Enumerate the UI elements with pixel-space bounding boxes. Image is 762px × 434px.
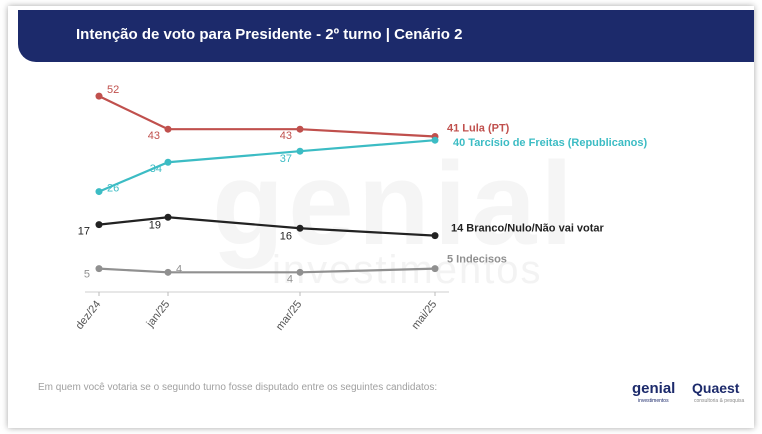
series-2-point-3 xyxy=(431,232,439,240)
quaest-logo: Quaest xyxy=(692,380,740,396)
series-3-data-label-2: 4 xyxy=(287,273,293,285)
footer-note: Em quem você votaria se o segundo turno … xyxy=(38,382,438,393)
series-1-point-0 xyxy=(95,188,103,196)
series-line-2 xyxy=(98,216,436,237)
series-3-point-0 xyxy=(95,265,103,273)
series-end-label-0: 41 Lula (PT) xyxy=(447,123,510,135)
series-3-point-1 xyxy=(164,268,172,276)
series-1-point-1 xyxy=(164,158,172,166)
x-tick-label-3: mai/25 xyxy=(410,298,440,331)
quaest-logo-tagline: consultoria & pesquisa xyxy=(694,398,745,404)
series-3-point-2 xyxy=(296,268,304,276)
genial-logo-subtitle: investimentos xyxy=(638,398,669,404)
series-0-data-label-1: 43 xyxy=(148,130,160,142)
series-2-point-0 xyxy=(95,221,103,229)
series-end-label-3: 5 Indecisos xyxy=(447,254,507,266)
series-2-point-2 xyxy=(296,224,304,232)
series-line-3 xyxy=(98,267,436,274)
x-tick-label-1: jan/25 xyxy=(144,298,173,330)
series-end-label-1: 40 Tarcísio de Freitas (Republicanos) xyxy=(453,137,648,149)
series-1-data-label-2: 37 xyxy=(280,153,292,165)
series-1-point-2 xyxy=(296,147,304,155)
x-tick-label-2: mar/25 xyxy=(274,298,305,332)
line-chart: dez/24 jan/25 mar/25 mai/25 52 43 43 41 Lula (P… xyxy=(74,84,648,333)
series-2-data-label-0: 17 xyxy=(78,226,90,238)
series-3-data-label-0: 5 xyxy=(84,269,90,281)
genial-logo: genial xyxy=(632,380,676,397)
series-1-data-label-1: 34 xyxy=(150,163,162,175)
x-tick-label-0: dez/24 xyxy=(74,298,104,331)
header-bar: Intenção de voto para Presidente - 2º tu… xyxy=(18,10,754,62)
series-line-0 xyxy=(98,95,436,138)
page-title: Intenção de voto para Presidente - 2º tu… xyxy=(76,26,463,43)
series-line-1 xyxy=(98,139,436,193)
series-2-data-label-2: 16 xyxy=(280,230,292,242)
series-0-point-2 xyxy=(296,125,304,133)
series-1-point-3 xyxy=(431,136,439,144)
series-1-data-label-0: 26 xyxy=(107,183,119,195)
series-3-data-label-1: 4 xyxy=(176,263,182,275)
series-0-data-label-2: 43 xyxy=(280,130,292,142)
series-end-label-2: 14 Branco/Nulo/Não vai votar xyxy=(451,223,605,235)
series-2-point-1 xyxy=(164,213,172,221)
series-3-point-3 xyxy=(431,265,439,273)
slide: Intenção de voto para Presidente - 2º tu… xyxy=(8,6,754,428)
series-0-data-label-0: 52 xyxy=(107,84,119,96)
series-0-point-1 xyxy=(164,125,172,133)
series-0-point-0 xyxy=(95,92,103,100)
series-2-data-label-1: 19 xyxy=(149,219,161,231)
